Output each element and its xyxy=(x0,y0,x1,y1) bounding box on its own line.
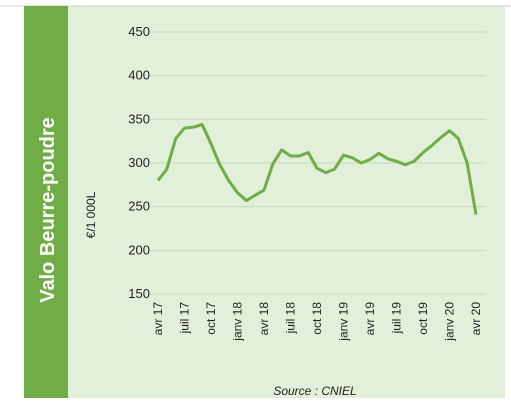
y-tick-label: 200 xyxy=(128,242,150,257)
source: Source : CNIEL xyxy=(273,384,356,398)
x-tick-label: janv 18 xyxy=(231,302,245,342)
x-tick-label: avr 19 xyxy=(363,302,377,336)
x-tick-label: juil 18 xyxy=(284,302,298,335)
x-tick-label: janv 19 xyxy=(337,302,351,342)
x-tick-label: avr 17 xyxy=(151,302,165,336)
y-tick-label: 350 xyxy=(128,111,150,126)
chart-title: Valo Beurre-poudre xyxy=(37,117,59,303)
x-tick-label: oct 19 xyxy=(416,302,430,335)
y-tick-label: 250 xyxy=(128,199,150,214)
x-tick-label: janv 20 xyxy=(443,302,457,342)
x-tick-label: avr 18 xyxy=(257,302,271,336)
x-tick-label: avr 20 xyxy=(469,302,483,336)
y-tick-label: 150 xyxy=(128,286,150,301)
x-tick-label: juil 17 xyxy=(178,302,192,335)
y-tick-label: 450 xyxy=(128,24,150,39)
y-tick-label: 400 xyxy=(128,68,150,83)
y-tick-label: 300 xyxy=(128,155,150,170)
data-line xyxy=(156,123,478,215)
x-tick-label: oct 17 xyxy=(204,302,218,335)
plot-background xyxy=(68,6,505,398)
title-band xyxy=(24,6,68,398)
y-axis-label: €/1 000L xyxy=(84,191,98,238)
x-tick-label: oct 18 xyxy=(310,302,324,335)
x-tick-label: juil 19 xyxy=(390,302,404,335)
